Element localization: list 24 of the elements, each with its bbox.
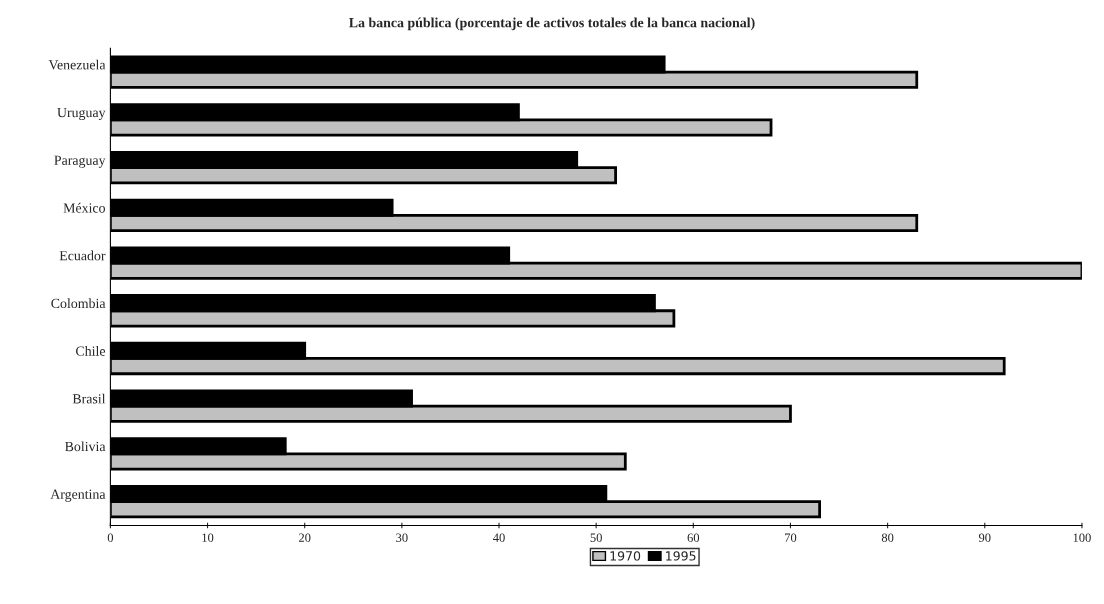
- y-tick-label: Chile: [76, 346, 106, 356]
- y-tick-label: Bolivia: [65, 441, 106, 452]
- y-tick-label: Colombia: [51, 298, 106, 309]
- y-tick-label: Paraguay: [54, 155, 106, 168]
- y-tick-label: Venezuela: [48, 59, 106, 70]
- x-tick-label: 90: [978, 533, 991, 542]
- y-tick-label: Brasil: [72, 393, 106, 404]
- x-tick-label: 10: [202, 533, 214, 542]
- x-tick-label: 50: [590, 533, 602, 542]
- y-tick-label: Ecuador: [59, 250, 106, 261]
- legend-label: 1970: [610, 551, 641, 561]
- x-tick-label: 20: [299, 533, 311, 542]
- x-tick-label: 70: [785, 533, 797, 542]
- x-tick-label: 0: [107, 533, 114, 542]
- y-tick-label: Argentina: [50, 489, 106, 502]
- x-tick-label: 80: [881, 533, 894, 542]
- x-tick-label: 30: [396, 533, 408, 542]
- chart-title: La banca pública (porcentaje de activos totales de la banca nacional): [349, 17, 755, 31]
- x-tick-label: 40: [493, 533, 505, 542]
- y-tick-label: México: [63, 202, 106, 213]
- y-tick-label: Uruguay: [57, 107, 106, 121]
- x-tick-label: 60: [687, 533, 700, 542]
- legend-label: 1995: [666, 551, 696, 561]
- x-tick-label: 100: [1073, 533, 1091, 542]
